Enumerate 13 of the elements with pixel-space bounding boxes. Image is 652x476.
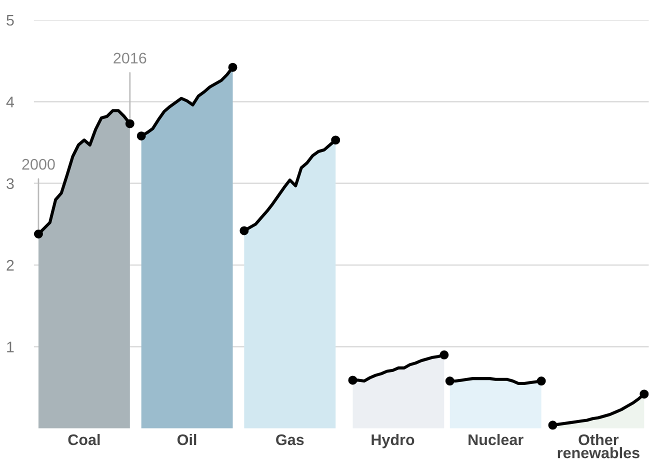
y-tick-label: 4: [6, 96, 14, 108]
y-tick-label: 5: [6, 15, 14, 26]
x-tick-label: Coal: [68, 434, 100, 446]
y-tick-label: 3: [6, 178, 14, 190]
x-tick-label: Other renewables: [558, 434, 640, 458]
y-tick-label: 1: [7, 342, 14, 352]
y-tick-label: 2: [6, 260, 14, 271]
x-tick-label: Gas: [276, 434, 304, 446]
x-tick-label: Nuclear: [468, 434, 524, 446]
x-tick-label: Hydro: [372, 434, 414, 448]
annotation: 2000: [22, 158, 55, 170]
annotation: 2016: [114, 52, 146, 64]
x-tick-label: Oil: [177, 434, 196, 446]
